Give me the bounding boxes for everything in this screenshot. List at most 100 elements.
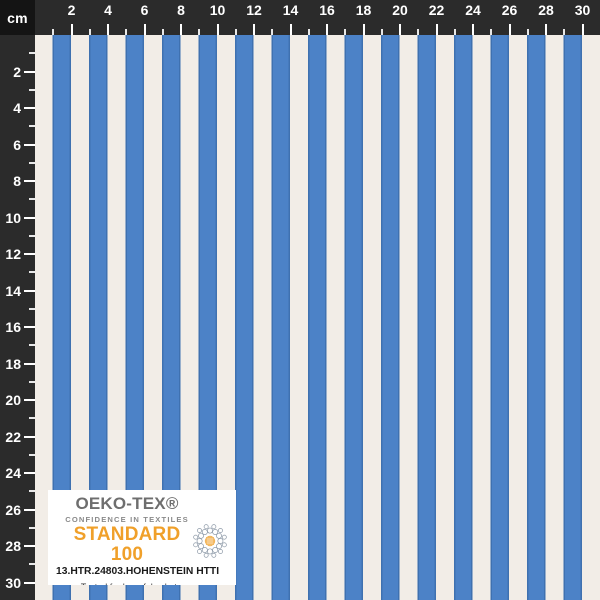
ruler-label-h-24: 24 [465,2,481,18]
ruler-tick-minor [29,125,35,128]
ruler-tick-major [253,24,255,35]
ruler-tick-minor [29,307,35,310]
ruler-label-v-26: 26 [5,501,21,518]
ruler-tick-major [24,362,35,365]
ruler-label-v-2: 2 [13,63,21,80]
ruler-label-v-20: 20 [5,392,21,408]
ruler-label-v-16: 16 [5,319,21,335]
ruler-unit-label: cm [7,9,28,26]
ruler-tick-minor [344,29,347,35]
ruler-tick-minor [29,563,35,566]
ruler-tick-major [216,24,219,35]
ruler-tick-major [508,24,511,35]
ruler-tick-minor [271,29,274,35]
ruler-tick-minor [29,344,35,347]
ruler-tick-minor [29,490,35,493]
ruler-tick-major [24,581,35,584]
ruler-tick-minor [453,29,456,35]
ruler-label-h-2: 2 [67,2,76,18]
ruler-tick-major [70,24,73,35]
ruler-label-v-12: 12 [5,246,21,262]
oeko-tex-certificate-label: OEKO-TEX® CONFIDENCE IN TEXTILES STANDAR… [48,490,236,585]
ruler-tick-major [24,143,35,146]
ruler-tick-major [545,24,547,35]
oeko-tex-tagline: CONFIDENCE IN TEXTILES [65,514,189,524]
ruler-tick-minor [307,29,310,35]
ruler-label-h-30: 30 [574,2,591,18]
ruler-label-v-4: 4 [13,100,21,116]
ruler-tick-minor [29,88,35,91]
ruler-vertical: 2 4 6 8 10 12 14 16 18 20 22 24 26 28 30 [0,35,35,600]
ruler-label-h-14: 14 [282,2,299,18]
ruler-label-v-30: 30 [5,574,21,591]
ruler-tick-major [24,508,35,511]
ruler-label-h-28: 28 [538,2,554,18]
ruler-tick-major [24,107,35,109]
ruler-tick-major [24,289,35,292]
ruler-tick-major [24,326,35,328]
ruler-unit-corner: cm [0,0,35,35]
ruler-label-h-22: 22 [428,2,445,18]
oeko-tex-flower-logo-icon [193,524,227,558]
ruler-tick-minor [125,29,128,35]
oeko-tex-brand: OEKO-TEX® [75,494,179,513]
ruler-tick-minor [29,198,35,201]
ruler-label-v-24: 24 [5,465,21,481]
ruler-label-h-18: 18 [355,2,372,18]
oeko-tex-certificate-number: 13.HTR.24803.HOHENSTEIN HTTI [56,565,220,577]
ruler-label-v-28: 28 [5,538,21,554]
ruler-label-h-8: 8 [177,2,185,18]
ruler-label-v-6: 6 [13,136,21,153]
ruler-tick-minor [29,52,35,55]
ruler-label-h-10: 10 [209,2,226,18]
ruler-tick-major [143,24,146,35]
ruler-tick-minor [29,380,35,383]
ruler-tick-major [362,24,365,35]
ruler-tick-major [435,24,438,35]
ruler-tick-minor [417,29,420,35]
ruler-tick-minor [52,29,55,35]
ruler-label-h-26: 26 [501,2,518,18]
ruler-tick-major [472,24,474,35]
ruler-label-v-10: 10 [5,209,21,226]
oeko-tex-standard: STANDARD 100 [73,523,181,565]
ruler-tick-major [24,180,35,182]
ruler-horizontal: 2 4 6 8 10 12 14 16 18 20 22 24 26 28 30 [35,0,600,35]
ruler-label-h-4: 4 [104,2,112,18]
ruler-tick-minor [29,453,35,456]
oeko-tex-statement: Tested for harmful substances. [56,581,228,585]
ruler-tick-major [24,70,35,73]
ruler-tick-minor [161,29,164,35]
ruler-tick-major [107,24,109,35]
ruler-tick-major [399,24,401,35]
ruler-tick-major [581,24,584,35]
ruler-tick-major [24,216,35,219]
ruler-tick-minor [380,29,383,35]
ruler-tick-major [326,24,328,35]
ruler-tick-minor [198,29,201,35]
ruler-tick-minor [29,234,35,237]
ruler-tick-minor [563,29,566,35]
ruler-tick-major [24,435,35,438]
ruler-label-v-8: 8 [13,173,21,189]
ruler-label-v-22: 22 [5,428,21,445]
ruler-tick-major [24,399,35,401]
ruler-tick-minor [88,29,91,35]
ruler-tick-major [289,24,292,35]
ruler-tick-minor [234,29,237,35]
ruler-label-h-16: 16 [319,2,335,18]
ruler-tick-minor [29,271,35,274]
ruler-tick-major [24,472,35,474]
ruler-label-h-6: 6 [140,2,149,18]
ruler-label-h-12: 12 [246,2,262,18]
ruler-tick-minor [29,526,35,529]
ruler-tick-major [24,253,35,255]
ruler-label-v-14: 14 [5,282,21,299]
ruler-tick-minor [526,29,529,35]
ruler-tick-major [24,545,35,547]
ruler-tick-minor [29,417,35,420]
ruler-tick-minor [29,161,35,164]
ruler-tick-major [180,24,182,35]
ruler-label-v-18: 18 [5,355,21,372]
